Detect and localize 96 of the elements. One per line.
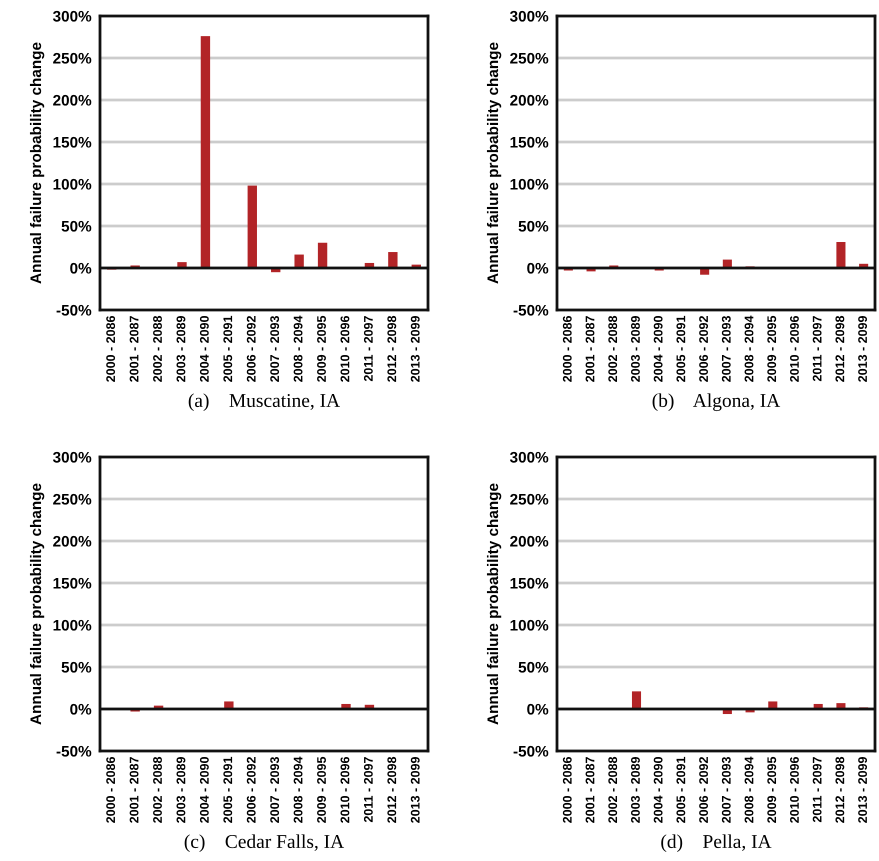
x-tick-label: 2004 - 2090 (654, 757, 663, 823)
x-tick-label: 2005 - 2091 (223, 316, 232, 382)
x-tick-label: 2006 - 2092 (699, 757, 708, 823)
y-tick-label: 0% (527, 704, 548, 715)
x-tick-label: 2007 - 2093 (722, 316, 731, 382)
y-tick-label: 100% (510, 620, 548, 631)
y-tick-label: 150% (510, 136, 548, 148)
y-tick-label: 0% (70, 704, 92, 715)
x-tick-label: 2004 - 2090 (200, 757, 209, 823)
x-tick-label: 2002 - 2088 (608, 756, 618, 823)
x-tick-label: 2000 - 2086 (562, 757, 572, 823)
x-tick-label: 2002 - 2088 (153, 316, 162, 382)
y-tick-label: 150% (54, 136, 92, 148)
y-tick-label: 0% (70, 262, 92, 274)
x-axis-title: (d) Pella, IA (661, 834, 772, 852)
x-tick-label: 2002 - 2088 (608, 316, 618, 382)
x-tick-label: 2012 - 2098 (387, 316, 396, 382)
x-tick-label: 2007 - 2093 (270, 757, 280, 823)
x-tick-label: 2011 - 2097 (812, 316, 822, 382)
x-tick-label: 2010 - 2096 (340, 316, 350, 382)
y-tick-label: 50% (518, 220, 548, 232)
y-tick-label: 250% (53, 494, 92, 505)
y-tick-label: -50% (56, 746, 92, 757)
x-tick-label: 2006 - 2092 (246, 316, 256, 382)
x-tick-label: 2007 - 2093 (722, 757, 731, 823)
x-axis-title: (c) Cedar Falls, IA (184, 834, 344, 852)
x-tick-label: 2001 - 2087 (130, 757, 138, 823)
x-tick-label: 2008 - 2094 (744, 316, 754, 382)
y-tick-label: 50% (518, 662, 548, 673)
x-tick-label: 2013 - 2099 (858, 316, 868, 382)
x-tick-label: 2010 - 2096 (790, 757, 799, 823)
x-tick-label: 2009 - 2095 (767, 316, 776, 382)
x-tick-label: 2006 - 2092 (699, 316, 708, 382)
y-tick-label: 50% (62, 662, 92, 673)
y-tick-label: 250% (510, 52, 548, 64)
y-tick-label: 200% (510, 94, 548, 106)
y-axis-title: Annual failure probability change (30, 42, 44, 284)
y-tick-label: 150% (510, 578, 548, 589)
y-axis-title: Annual failure probability change (486, 42, 502, 284)
x-tick-label: 2012 - 2098 (387, 756, 396, 823)
y-axis-title: Annual failure probability change (30, 484, 44, 725)
y-tick-label: -50% (514, 746, 548, 757)
y-tick-label: 250% (510, 494, 548, 505)
y-tick-label: 300% (52, 452, 92, 463)
x-tick-label: 2009 - 2095 (767, 756, 776, 823)
x-tick-label: 2009 - 2095 (317, 316, 326, 382)
x-tick-label: 2012 - 2098 (835, 756, 844, 823)
y-tick-label: 300% (510, 452, 548, 463)
x-tick-label: 2004 - 2090 (200, 316, 209, 382)
y-tick-label: 200% (53, 94, 92, 106)
x-tick-label: 2009 - 2095 (317, 756, 326, 823)
x-tick-label: 2008 - 2094 (294, 756, 302, 823)
x-tick-label: 2005 - 2091 (676, 756, 686, 823)
x-tick-label: 2003 - 2089 (176, 316, 186, 382)
x-tick-label: 2008 - 2094 (294, 316, 302, 382)
x-tick-label: 2007 - 2093 (270, 316, 280, 382)
x-tick-label: 2008 - 2094 (744, 756, 754, 823)
x-tick-label: 2004 - 2090 (654, 316, 663, 382)
y-tick-label: 100% (54, 620, 92, 631)
y-tick-label: 300% (510, 10, 548, 22)
y-tick-label: 200% (510, 536, 548, 547)
x-tick-label: 2012 - 2098 (835, 316, 844, 382)
x-tick-label: 2011 - 2097 (812, 757, 822, 822)
x-tick-label: 2006 - 2092 (246, 757, 256, 823)
x-tick-label: 2003 - 2089 (631, 757, 640, 823)
x-tick-label: 2001 - 2087 (586, 316, 594, 382)
x-axis-title: (b) Algona, IA (652, 393, 780, 412)
y-tick-label: 300% (52, 10, 92, 22)
x-tick-label: 2005 - 2091 (676, 316, 686, 382)
x-tick-label: 2013 - 2099 (858, 757, 868, 823)
y-tick-label: -50% (514, 304, 548, 316)
x-tick-label: 2000 - 2086 (106, 757, 116, 823)
x-tick-label: 2010 - 2096 (790, 316, 799, 382)
y-tick-label: 100% (54, 178, 92, 190)
x-tick-label: 2013 - 2099 (410, 757, 420, 823)
x-tick-label: 2005 - 2091 (223, 756, 232, 823)
x-tick-label: 2001 - 2087 (586, 757, 594, 823)
x-tick-label: 2002 - 2088 (153, 756, 162, 823)
x-tick-label: 2003 - 2089 (631, 316, 640, 382)
x-tick-label: 2011 - 2097 (364, 316, 373, 382)
x-axis-title: (a) Muscatine, IA (188, 393, 340, 412)
y-tick-label: 250% (53, 52, 92, 64)
y-tick-label: -50% (56, 304, 92, 316)
y-tick-label: 150% (54, 578, 92, 589)
y-tick-label: 100% (510, 178, 548, 190)
y-tick-label: 50% (62, 220, 92, 232)
x-tick-label: 2011 - 2097 (364, 757, 373, 822)
x-tick-label: 2003 - 2089 (176, 757, 186, 823)
y-tick-label: 200% (53, 536, 92, 547)
y-axis-title: Annual failure probability change (486, 484, 502, 725)
y-tick-label: 0% (527, 262, 548, 274)
x-tick-label: 2000 - 2086 (106, 316, 116, 382)
x-tick-label: 2001 - 2087 (130, 316, 138, 382)
x-tick-label: 2000 - 2086 (562, 316, 572, 382)
x-tick-label: 2013 - 2099 (410, 316, 420, 382)
x-tick-label: 2010 - 2096 (340, 757, 350, 823)
